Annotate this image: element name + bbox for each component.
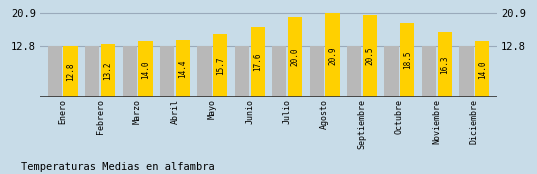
Text: 20.9: 20.9	[328, 46, 337, 65]
Bar	[101, 44, 115, 97]
Bar	[422, 46, 436, 97]
Text: 15.7: 15.7	[216, 57, 225, 75]
Text: 16.3: 16.3	[440, 55, 449, 74]
Bar	[347, 46, 361, 97]
Bar	[475, 41, 489, 97]
Text: 14.0: 14.0	[477, 60, 487, 78]
Bar	[213, 34, 227, 97]
Bar	[85, 46, 99, 97]
Text: 12.8: 12.8	[66, 62, 75, 81]
Bar	[63, 46, 78, 97]
Text: Temperaturas Medias en alfambra: Temperaturas Medias en alfambra	[21, 162, 215, 172]
Text: 20.0: 20.0	[291, 48, 300, 66]
Bar	[176, 39, 190, 97]
Bar	[139, 41, 153, 97]
Text: 18.5: 18.5	[403, 51, 412, 69]
Bar	[363, 15, 377, 97]
Bar	[198, 46, 212, 97]
Text: 14.0: 14.0	[141, 60, 150, 78]
Bar	[400, 23, 415, 97]
Bar	[438, 32, 452, 97]
Text: 13.2: 13.2	[104, 62, 112, 80]
Bar	[251, 27, 265, 97]
Bar	[235, 46, 249, 97]
Bar	[384, 46, 398, 97]
Text: 20.5: 20.5	[365, 47, 374, 65]
Bar	[48, 46, 62, 97]
Bar	[459, 46, 474, 97]
Bar	[272, 46, 286, 97]
Bar	[122, 46, 137, 97]
Bar	[160, 46, 174, 97]
Bar	[288, 17, 302, 97]
Bar	[325, 13, 339, 97]
Text: 14.4: 14.4	[178, 59, 187, 78]
Text: 17.6: 17.6	[253, 53, 262, 71]
Bar	[310, 46, 324, 97]
